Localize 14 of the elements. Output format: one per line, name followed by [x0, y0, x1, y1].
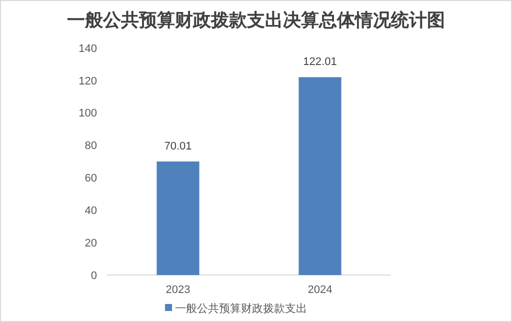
legend-label: 一般公共预算财政拨款支出 — [175, 302, 307, 315]
y-tick-label: 80 — [84, 140, 97, 152]
y-tick-label: 100 — [78, 108, 97, 120]
x-tick-label: 2023 — [166, 284, 190, 296]
chart-title: 一般公共预算财政拨款支出决算总体情况统计图 — [67, 10, 445, 30]
y-tick-label: 20 — [84, 237, 97, 250]
y-tick-label: 60 — [84, 172, 97, 185]
y-tick-label: 0 — [90, 270, 97, 282]
data-label: 122.01 — [303, 56, 337, 68]
x-tick-label: 2024 — [308, 284, 332, 296]
y-tick-label: 40 — [84, 204, 97, 217]
y-tick-label: 120 — [78, 75, 97, 88]
y-tick-label: 140 — [78, 42, 97, 55]
data-label: 70.01 — [164, 140, 192, 152]
